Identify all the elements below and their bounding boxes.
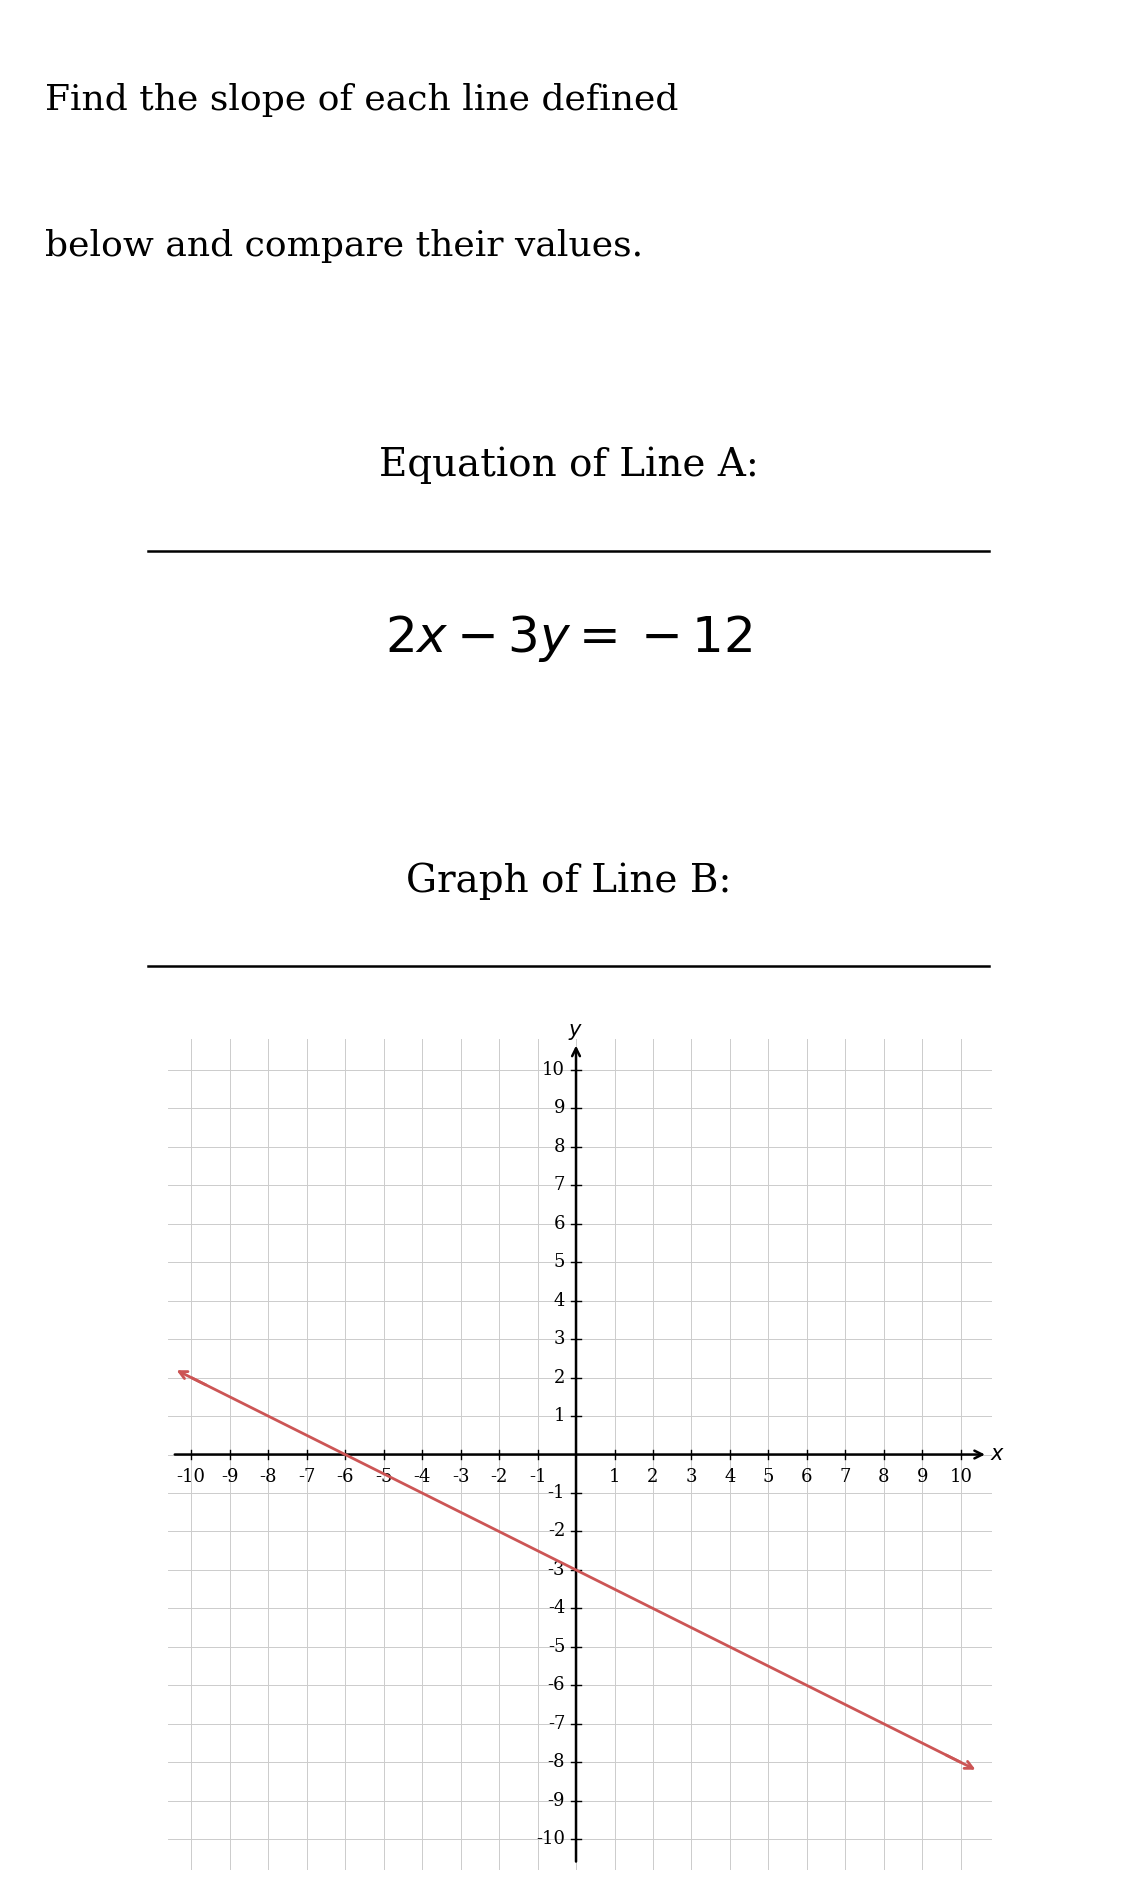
Text: 2: 2 bbox=[647, 1468, 658, 1487]
Text: -9: -9 bbox=[548, 1793, 565, 1810]
Text: 3: 3 bbox=[686, 1468, 697, 1487]
Text: Find the slope of each line defined: Find the slope of each line defined bbox=[45, 83, 679, 117]
Text: 9: 9 bbox=[554, 1099, 565, 1116]
Text: 8: 8 bbox=[878, 1468, 889, 1487]
Text: -6: -6 bbox=[337, 1468, 354, 1487]
Text: Equation of Line A:: Equation of Line A: bbox=[379, 448, 758, 484]
Text: -5: -5 bbox=[548, 1638, 565, 1657]
Text: -5: -5 bbox=[375, 1468, 392, 1487]
Text: below and compare their values.: below and compare their values. bbox=[45, 229, 644, 263]
Text: 5: 5 bbox=[554, 1252, 565, 1271]
Text: -9: -9 bbox=[221, 1468, 239, 1487]
Text: -4: -4 bbox=[548, 1600, 565, 1617]
Text: $y$: $y$ bbox=[568, 1022, 583, 1043]
Text: -6: -6 bbox=[548, 1676, 565, 1694]
Text: -1: -1 bbox=[548, 1485, 565, 1502]
Text: 2: 2 bbox=[554, 1368, 565, 1387]
Text: -3: -3 bbox=[548, 1560, 565, 1579]
Text: -2: -2 bbox=[548, 1523, 565, 1541]
Text: -7: -7 bbox=[548, 1715, 565, 1732]
Text: 4: 4 bbox=[724, 1468, 736, 1487]
Text: 3: 3 bbox=[554, 1330, 565, 1349]
Text: -3: -3 bbox=[451, 1468, 470, 1487]
Text: -4: -4 bbox=[414, 1468, 431, 1487]
Text: -10: -10 bbox=[176, 1468, 206, 1487]
Text: 4: 4 bbox=[554, 1292, 565, 1309]
Text: $x$: $x$ bbox=[989, 1445, 1005, 1464]
Text: 10: 10 bbox=[949, 1468, 972, 1487]
Text: 7: 7 bbox=[840, 1468, 852, 1487]
Text: -8: -8 bbox=[548, 1753, 565, 1772]
Text: -1: -1 bbox=[529, 1468, 546, 1487]
Text: 5: 5 bbox=[763, 1468, 774, 1487]
Text: Graph of Line B:: Graph of Line B: bbox=[406, 861, 731, 899]
Text: 7: 7 bbox=[554, 1177, 565, 1194]
Text: $\mathit{2x} - \mathit{3y} = -12$: $\mathit{2x} - \mathit{3y} = -12$ bbox=[384, 612, 753, 663]
Text: -2: -2 bbox=[490, 1468, 508, 1487]
Text: 6: 6 bbox=[554, 1215, 565, 1234]
Text: 8: 8 bbox=[554, 1137, 565, 1156]
Text: -10: -10 bbox=[537, 1830, 565, 1847]
Text: -8: -8 bbox=[259, 1468, 277, 1487]
Text: 1: 1 bbox=[608, 1468, 621, 1487]
Text: -7: -7 bbox=[298, 1468, 315, 1487]
Text: 10: 10 bbox=[542, 1062, 565, 1079]
Text: 9: 9 bbox=[916, 1468, 928, 1487]
Text: 1: 1 bbox=[554, 1407, 565, 1424]
Text: 6: 6 bbox=[802, 1468, 813, 1487]
